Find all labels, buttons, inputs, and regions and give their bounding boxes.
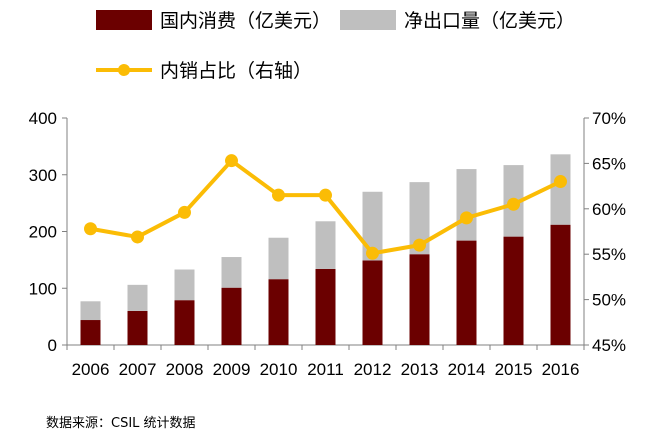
bar-export-2014 (456, 169, 477, 241)
right-axis-tick-label: 55% (592, 245, 626, 264)
bar-export-2010 (268, 237, 289, 280)
right-axis-tick-label: 65% (592, 154, 626, 173)
ratio-point-2010 (272, 188, 285, 202)
x-axis-tick-label: 2007 (119, 360, 157, 379)
x-axis-tick-label: 2016 (542, 360, 580, 379)
bar-export-2013 (409, 182, 430, 255)
left-axis-tick-label: 200 (29, 223, 57, 242)
x-axis-tick-label: 2014 (448, 360, 486, 379)
legend-label-export: 净出口量（亿美元） (404, 10, 576, 32)
chart-legend: 国内消费（亿美元） 净出口量（亿美元） 内销占比（右轴） (0, 0, 652, 90)
ratio-point-2014 (460, 211, 473, 225)
bar-domestic-2016 (550, 224, 571, 345)
bar-domestic-2006 (80, 320, 101, 345)
legend-item-domestic: 国内消费（亿美元） (96, 6, 331, 33)
ratio-point-2013 (413, 238, 426, 252)
legend-label-domestic: 国内消费（亿美元） (160, 10, 332, 32)
legend-item-export: 净出口量（亿美元） (340, 6, 575, 33)
legend-swatch-domestic (96, 9, 152, 30)
right-axis-tick-label: 60% (592, 200, 626, 219)
bar-domestic-2012 (362, 260, 383, 345)
bar-export-2011 (315, 221, 336, 269)
right-axis-tick-label: 45% (592, 336, 626, 355)
bar-domestic-2011 (315, 268, 336, 345)
ratio-point-2015 (507, 197, 520, 211)
bar-domestic-2010 (268, 279, 289, 345)
ratio-point-2006 (84, 222, 97, 236)
bar-domestic-2014 (456, 240, 477, 345)
ratio-point-2009 (225, 154, 238, 168)
bar-domestic-2015 (503, 236, 524, 345)
x-axis-tick-label: 2009 (213, 360, 251, 379)
left-axis-tick-label: 100 (29, 279, 57, 298)
right-axis-tick-label: 70% (592, 109, 626, 128)
bar-export-2007 (127, 284, 148, 311)
source-note: 数据来源：CSIL 统计数据 (46, 416, 196, 431)
x-axis-tick-label: 2011 (307, 360, 344, 379)
legend-swatch-ratio (96, 60, 152, 80)
left-axis-tick-label: 0 (48, 336, 57, 355)
bar-export-2006 (80, 301, 101, 321)
legend-item-ratio: 内销占比（右轴） (96, 56, 312, 83)
x-axis-tick-label: 2012 (354, 360, 392, 379)
left-axis-tick-label: 300 (29, 166, 57, 185)
bar-export-2008 (174, 269, 195, 301)
ratio-point-2007 (131, 230, 144, 244)
bar-domestic-2008 (174, 300, 195, 345)
legend-swatch-export (340, 9, 396, 30)
x-axis-tick-label: 2008 (166, 360, 204, 379)
x-axis-tick-label: 2015 (495, 360, 533, 379)
bar-export-2009 (221, 257, 242, 288)
bar-domestic-2007 (127, 310, 148, 345)
ratio-point-2011 (319, 188, 332, 202)
bar-export-2016 (550, 154, 571, 225)
ratio-point-2012 (366, 246, 379, 260)
bar-domestic-2009 (221, 287, 242, 345)
x-axis-tick-label: 2006 (72, 360, 110, 379)
left-axis-tick-label: 400 (29, 109, 57, 128)
bar-domestic-2013 (409, 254, 430, 345)
legend-label-ratio: 内销占比（右轴） (160, 60, 313, 82)
x-axis-tick-label: 2010 (260, 360, 298, 379)
ratio-point-2016 (554, 175, 567, 189)
bar-export-2012 (362, 191, 383, 261)
x-axis-tick-label: 2013 (401, 360, 439, 379)
ratio-point-2008 (178, 205, 191, 219)
right-axis-tick-label: 50% (592, 291, 626, 310)
